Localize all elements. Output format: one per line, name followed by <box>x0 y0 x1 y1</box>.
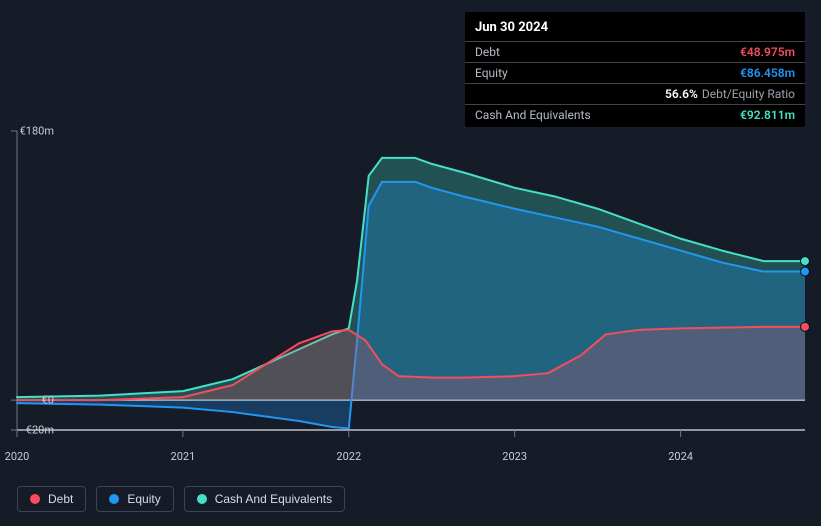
tooltip-row-value: €48.975m <box>740 45 795 59</box>
y-axis-label: €0 <box>42 394 54 407</box>
tooltip-row: Equity €86.458m <box>465 62 805 83</box>
tooltip-row: Cash And Equivalents €92.811m <box>465 104 805 125</box>
x-axis-label: 2022 <box>336 450 361 463</box>
chart-container: Jun 30 2024 Debt €48.975m Equity €86.458m 56… <box>0 0 821 526</box>
y-axis-label: -€20m <box>23 424 54 437</box>
tooltip-row-value: €86.458m <box>740 66 795 80</box>
tooltip-date: Jun 30 2024 <box>465 18 805 41</box>
tooltip-row-label: Cash And Equivalents <box>475 108 591 122</box>
legend-item[interactable]: Cash And Equivalents <box>184 486 345 512</box>
legend-item[interactable]: Equity <box>96 486 173 512</box>
legend-swatch-icon <box>197 494 207 504</box>
legend-label: Equity <box>127 492 160 506</box>
chart-svg <box>17 131 805 430</box>
x-axis-label: 2023 <box>502 450 527 463</box>
tooltip-row-label: Debt <box>475 45 500 59</box>
tooltip-row-value: 56.6%Debt/Equity Ratio <box>665 87 795 101</box>
x-axis-label: 2021 <box>171 450 196 463</box>
x-axis-label: 2024 <box>668 450 693 463</box>
x-axis-labels: 2020 2021 2022 2023 2024 <box>0 450 821 466</box>
chart-legend: Debt Equity Cash And Equivalents <box>17 486 345 512</box>
legend-swatch-icon <box>30 494 40 504</box>
tooltip-row-suffix: Debt/Equity Ratio <box>702 87 795 101</box>
legend-label: Debt <box>48 492 73 506</box>
tooltip-row-label: Equity <box>475 66 508 80</box>
tooltip-rows: Debt €48.975m Equity €86.458m 56.6%Debt/Equi… <box>465 41 805 125</box>
legend-item[interactable]: Debt <box>17 486 86 512</box>
x-axis-label: 2020 <box>5 450 30 463</box>
legend-swatch-icon <box>109 494 119 504</box>
tooltip-row: Debt €48.975m <box>465 41 805 62</box>
legend-label: Cash And Equivalents <box>215 492 332 506</box>
hover-tooltip: Jun 30 2024 Debt €48.975m Equity €86.458m 56… <box>465 12 805 127</box>
tooltip-row-value: €92.811m <box>740 108 795 122</box>
plot-area[interactable] <box>17 131 805 430</box>
tooltip-row: 56.6%Debt/Equity Ratio <box>465 83 805 104</box>
y-axis-label: €180m <box>20 125 54 138</box>
